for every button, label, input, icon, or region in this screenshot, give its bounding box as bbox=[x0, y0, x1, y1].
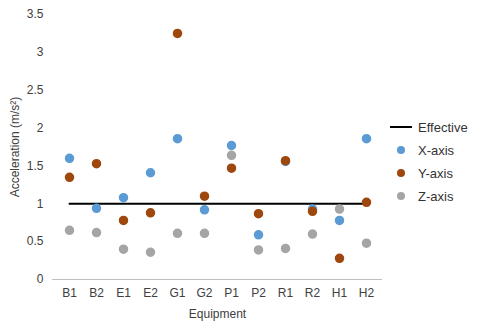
svg-text:1: 1 bbox=[37, 197, 44, 211]
svg-text:3.5: 3.5 bbox=[27, 7, 44, 21]
svg-text:Equipment: Equipment bbox=[189, 307, 247, 321]
svg-text:2.5: 2.5 bbox=[27, 83, 44, 97]
svg-text:3: 3 bbox=[37, 45, 44, 59]
html-text:X-axis: X-axis bbox=[418, 142, 455, 158]
svg-text:B2: B2 bbox=[89, 286, 104, 300]
svg-text:G2: G2 bbox=[196, 286, 212, 300]
svg-text:2: 2 bbox=[37, 121, 44, 135]
html-text:Effective: Effective bbox=[418, 119, 468, 135]
svg-text:1.5: 1.5 bbox=[27, 159, 44, 173]
svg-text:E2: E2 bbox=[143, 286, 158, 300]
svg-text:Acceleration (m/s²): Acceleration (m/s²) bbox=[8, 97, 22, 198]
html-text:Z-axis: Z-axis bbox=[418, 188, 454, 204]
svg-text:0.5: 0.5 bbox=[27, 234, 44, 248]
svg-text:R2: R2 bbox=[305, 286, 321, 300]
svg-text:R1: R1 bbox=[278, 286, 294, 300]
svg-text:G1: G1 bbox=[169, 286, 185, 300]
html-text:Y-axis: Y-axis bbox=[418, 165, 453, 181]
svg-text:E1: E1 bbox=[116, 286, 131, 300]
svg-text:H2: H2 bbox=[359, 286, 375, 300]
svg-text:H1: H1 bbox=[332, 286, 348, 300]
svg-text:P1: P1 bbox=[224, 286, 239, 300]
svg-text:0: 0 bbox=[37, 272, 44, 286]
svg-text:P2: P2 bbox=[251, 286, 266, 300]
svg-text:B1: B1 bbox=[62, 286, 77, 300]
